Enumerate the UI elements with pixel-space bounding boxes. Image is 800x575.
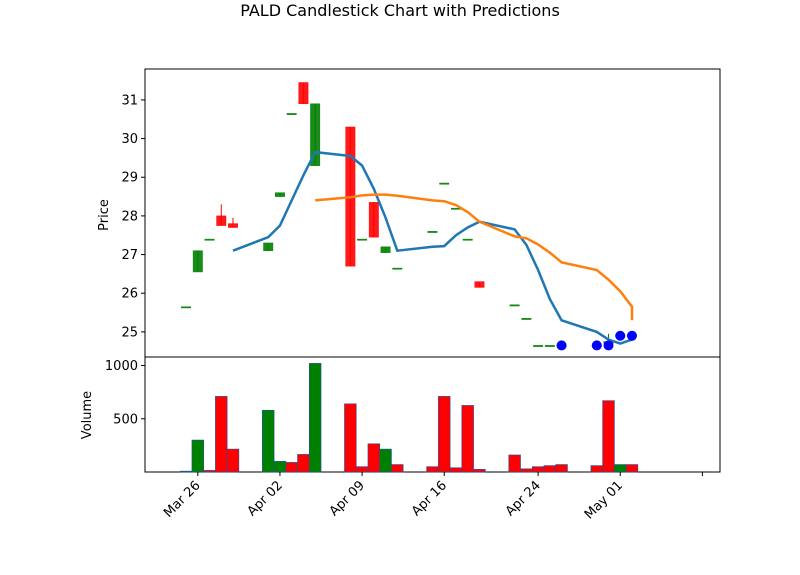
candle-body [462,238,473,241]
price-panel: 25 26 27 28 29 30 31 [121,68,721,358]
x-tick-label: Apr 09 [327,478,368,519]
volume-bar [379,448,392,473]
prediction-point [626,330,637,341]
volume-bar [297,454,310,473]
candle-body [228,223,238,228]
candle-body [192,250,203,273]
volume-bar [508,454,521,473]
candle-body [204,238,215,241]
candle-body [380,246,391,253]
volume-bar [473,469,486,473]
volume-bar [367,443,380,473]
volume-bar [438,396,451,473]
price-panel-frame [144,68,721,358]
price-y-tick-label: 29 [121,171,138,186]
prediction-point [603,340,614,351]
price-y-tick-label: 27 [121,248,138,263]
volume-bar [625,464,639,473]
prediction-point [591,340,602,351]
price-y-tick-label: 25 [121,325,138,340]
x-tick-label: Apr 16 [409,478,450,519]
volume-axis-label: Volume [80,391,95,439]
volume-bar [344,403,357,473]
candle-body [298,82,309,105]
candle-body [427,231,438,233]
price-axis-label: Price [97,199,112,231]
candle-body [368,202,379,238]
volume-bar [273,461,287,473]
price-y-tick-label: 30 [121,132,138,147]
volume-panel: 500 1000 [105,356,721,473]
x-tick-label: May 01 [582,478,626,522]
volume-bar [215,396,228,473]
x-tick-label: Apr 02 [245,478,286,519]
volume-y-tick-label: 500 [113,412,138,427]
candle-body [275,192,285,197]
candle-body [439,182,450,185]
candle-body [474,281,485,288]
candle-body [310,103,321,166]
volume-bar [543,465,557,473]
volume-bar [531,466,545,473]
candle-body [544,345,555,347]
candle-body [533,345,544,347]
volume-bar [308,363,322,473]
candle-body [286,113,297,115]
x-tick-label: Apr 24 [503,478,544,519]
x-tick-label: Mar 26 [161,478,204,521]
volume-bar [391,464,404,473]
candle-body [357,238,368,241]
volume-y-tick-label: 1000 [105,359,138,374]
volume-bar [614,464,627,473]
candle-body [216,215,227,226]
volume-bar [262,409,275,473]
price-y-tick-label: 26 [121,287,138,302]
volume-bar [285,462,298,473]
volume-bar [590,465,603,473]
prediction-point [556,340,567,351]
candle-body [509,304,520,307]
candle-body [392,267,403,270]
volume-bar [191,439,204,473]
volume-bar [520,468,533,473]
candle-body [521,318,532,320]
volume-bar [602,400,615,473]
moving-average-line-1 [232,150,633,345]
price-y-tick-label: 28 [121,209,138,224]
volume-bar [179,470,193,473]
candle-body [263,242,274,251]
candle-body [181,306,192,309]
volume-bar [426,466,439,473]
volume-bar [555,464,568,473]
volume-bar [355,466,369,473]
chart-title: PALD Candlestick Chart with Predictions [240,1,560,20]
x-axis: Mar 26 Apr 02 Apr 09 Apr 16 Apr 24 May 01 [161,472,703,522]
volume-bar [461,405,474,473]
volume-bar [203,470,216,473]
prediction-point [615,330,626,341]
volume-bar [449,467,463,473]
moving-average-line-2 [315,193,634,321]
price-y-tick-label: 31 [121,93,138,108]
volume-bar [226,448,240,473]
